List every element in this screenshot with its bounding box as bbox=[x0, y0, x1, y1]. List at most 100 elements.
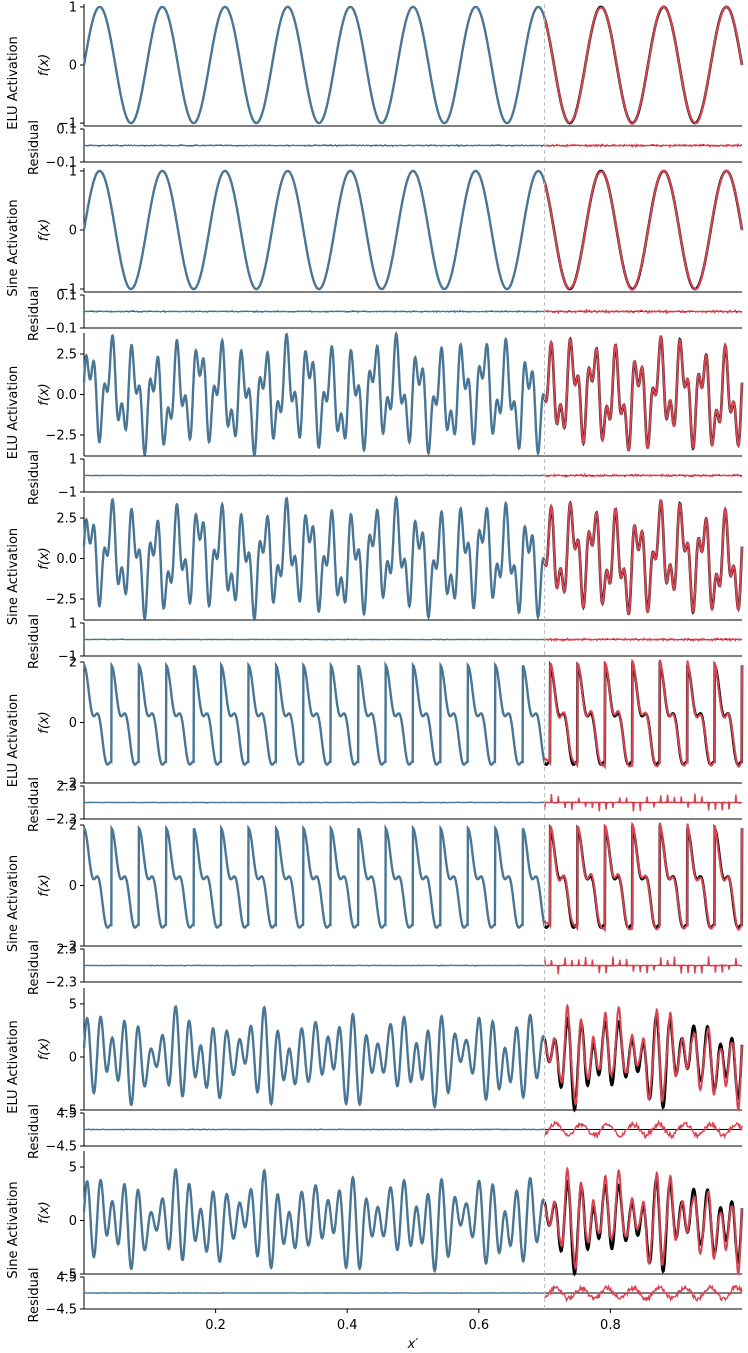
row-label: Sine Activation bbox=[6, 855, 21, 952]
residual-test-series bbox=[544, 308, 743, 315]
y-tick-label: 1 bbox=[69, 0, 77, 15]
residual-tick-label: −4.5 bbox=[45, 1140, 77, 1155]
x-axis-label: x′ bbox=[407, 1337, 419, 1352]
y-tick-label: 5 bbox=[69, 997, 77, 1012]
series-test-prediction bbox=[543, 169, 743, 291]
series-train-prediction bbox=[82, 1004, 546, 1110]
residual-tick-label: −4.5 bbox=[45, 1303, 77, 1318]
residual-tick-label: −1 bbox=[58, 650, 77, 665]
x-tick-label: 0.6 bbox=[468, 1318, 489, 1333]
y-tick-label: 2.5 bbox=[56, 512, 77, 527]
residual-tick-label: 1 bbox=[69, 617, 77, 632]
row-label: Sine Activation bbox=[6, 1181, 21, 1278]
residual-train-series bbox=[83, 474, 545, 477]
residual-label: Residual bbox=[27, 777, 42, 832]
y-tick-label: −2 bbox=[58, 777, 77, 792]
y-tick-label: 0 bbox=[69, 59, 77, 74]
series-test-prediction bbox=[543, 499, 743, 616]
y-tick-label: 2.5 bbox=[56, 348, 77, 363]
y-tick-label: −5 bbox=[58, 1104, 77, 1119]
residual-train-series bbox=[83, 801, 545, 804]
series-ground-truth bbox=[543, 5, 744, 125]
y-tick-label: 5 bbox=[69, 1161, 77, 1176]
y-axis-label: f(x) bbox=[37, 874, 52, 896]
residual-test-series bbox=[544, 472, 743, 479]
residual-test-series bbox=[544, 142, 743, 149]
y-tick-label: 2 bbox=[69, 819, 77, 834]
series-ground-truth bbox=[543, 169, 744, 291]
y-tick-label: 0 bbox=[69, 879, 77, 894]
residual-train-series bbox=[83, 1291, 545, 1295]
series-train-prediction bbox=[83, 823, 546, 929]
panel-3: −2.5 0.0 2.5 ELU Activation f(x) 1 −1 Residual bbox=[6, 330, 744, 505]
series-train-prediction bbox=[83, 660, 546, 766]
residual-panel-4: 1 −1 Residual bbox=[27, 614, 743, 669]
residual-panel-3: 1 −1 Residual bbox=[27, 450, 743, 505]
series-test-prediction bbox=[543, 1166, 743, 1276]
series-test-prediction bbox=[543, 658, 743, 770]
y-tick-label: −2.5 bbox=[45, 592, 77, 607]
row-label: ELU Activation bbox=[6, 366, 21, 460]
residual-label: Residual bbox=[27, 286, 42, 341]
residual-tick-label: 4.5 bbox=[56, 1271, 77, 1286]
residual-train-series bbox=[83, 1128, 545, 1131]
residual-train-series bbox=[83, 309, 545, 314]
series-test-prediction bbox=[543, 5, 743, 125]
y-tick-label: −1 bbox=[58, 117, 77, 132]
residual-label: Residual bbox=[27, 614, 42, 669]
y-tick-label: −5 bbox=[58, 1268, 77, 1283]
row-label: ELU Activation bbox=[6, 694, 21, 788]
series-train-prediction bbox=[82, 169, 546, 291]
y-axis-label: f(x) bbox=[37, 547, 52, 569]
residual-test-series bbox=[544, 1283, 743, 1303]
residual-test-series bbox=[543, 793, 743, 812]
x-tick-label: 0.8 bbox=[600, 1318, 621, 1333]
y-axis-label: f(x) bbox=[37, 54, 52, 76]
y-tick-label: 0.0 bbox=[56, 552, 77, 567]
y-tick-label: 0 bbox=[69, 224, 77, 239]
series-train-prediction bbox=[82, 5, 546, 125]
residual-label: Residual bbox=[27, 450, 42, 505]
row-label: ELU Activation bbox=[6, 1020, 21, 1114]
residual-train-series bbox=[83, 143, 545, 148]
y-tick-label: 0 bbox=[69, 1214, 77, 1229]
y-tick-label: 0 bbox=[69, 716, 77, 731]
residual-label: Residual bbox=[27, 1268, 42, 1323]
residual-tick-label: 2.3 bbox=[56, 780, 77, 795]
series-test-prediction bbox=[543, 1003, 743, 1112]
residual-train-series bbox=[83, 964, 545, 967]
panel-4: −2.5 0.0 2.5 Sine Activation f(x) 1 −1 Residual bbox=[6, 494, 744, 669]
residual-tick-label: 2.3 bbox=[56, 943, 77, 958]
residual-tick-label: 0.1 bbox=[56, 289, 77, 304]
residual-label: Residual bbox=[27, 940, 42, 995]
y-axis-label: f(x) bbox=[37, 711, 52, 733]
x-tick-label: 0.2 bbox=[205, 1318, 226, 1333]
residual-tick-label: 0.1 bbox=[56, 123, 77, 138]
residual-tick-label: 1 bbox=[69, 453, 77, 468]
y-axis-label: f(x) bbox=[37, 1201, 52, 1223]
y-tick-label: 0.0 bbox=[56, 388, 77, 403]
residual-label: Residual bbox=[27, 120, 42, 175]
series-train-prediction bbox=[82, 1168, 546, 1274]
residual-test-series bbox=[544, 637, 743, 643]
y-tick-label: 0 bbox=[69, 1050, 77, 1065]
row-label: Sine Activation bbox=[6, 528, 21, 625]
row-label: Sine Activation bbox=[6, 199, 21, 296]
residual-tick-label: −2.3 bbox=[45, 976, 77, 991]
residual-test-series bbox=[543, 956, 743, 975]
series-train-prediction bbox=[82, 494, 546, 622]
series-train-prediction bbox=[82, 330, 546, 458]
y-tick-label: −2 bbox=[58, 940, 77, 955]
series-test-prediction bbox=[543, 335, 743, 452]
